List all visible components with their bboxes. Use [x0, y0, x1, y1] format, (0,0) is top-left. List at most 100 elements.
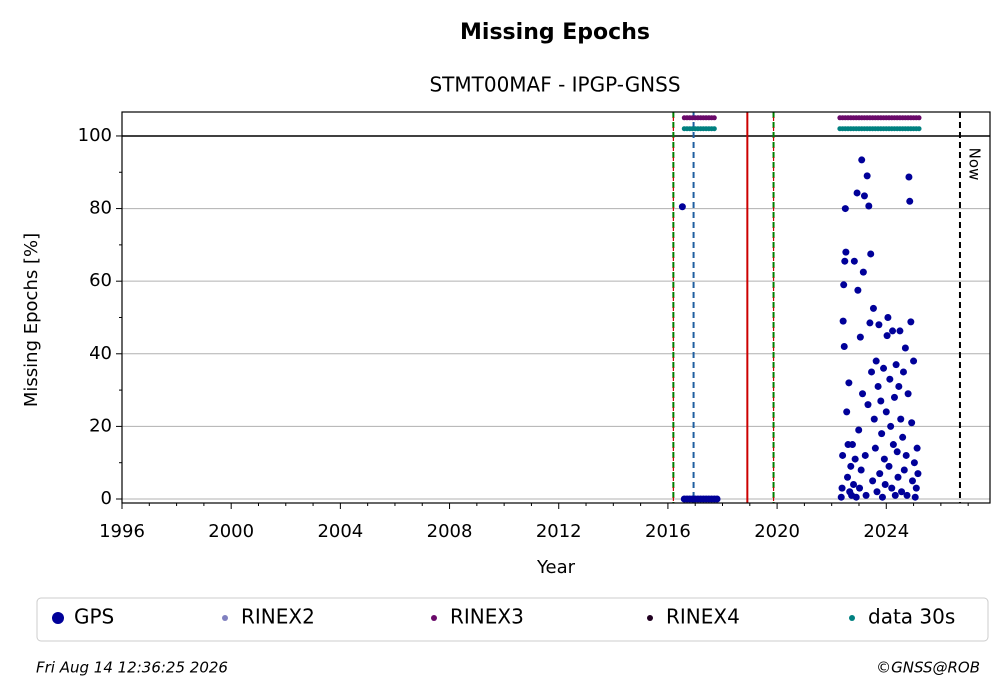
data-point	[894, 473, 902, 481]
x-tick-label: 2016	[645, 521, 691, 542]
data-point	[907, 318, 915, 326]
data-point	[895, 382, 903, 390]
y-tick-label: 80	[89, 198, 112, 219]
vline-label: Now	[965, 148, 983, 181]
data-point	[880, 364, 888, 372]
legend-label: GPS	[74, 605, 114, 629]
data-point	[889, 441, 897, 449]
legend-label: RINEX2	[241, 605, 315, 629]
data-point	[903, 491, 911, 499]
legend-label: RINEX4	[666, 605, 740, 629]
data-point	[912, 484, 920, 492]
data-point	[863, 172, 871, 180]
data-point	[877, 397, 885, 405]
data-point	[883, 332, 891, 340]
data-point	[841, 257, 849, 265]
data-point	[839, 451, 847, 459]
data-point	[896, 327, 904, 335]
data-point	[876, 470, 884, 478]
data-point	[910, 357, 918, 365]
data-point	[869, 477, 877, 485]
data-point	[840, 281, 848, 289]
data-point	[711, 115, 717, 121]
data-point	[887, 422, 895, 430]
data-point	[865, 202, 873, 210]
data-point	[852, 493, 860, 501]
data-point	[878, 493, 886, 501]
x-tick-label: 2024	[863, 521, 909, 542]
data-point	[867, 250, 875, 258]
data-point	[891, 491, 899, 499]
data-point	[899, 433, 907, 441]
data-point	[906, 197, 914, 205]
data-point	[870, 415, 878, 423]
data-point	[855, 426, 863, 434]
chart-title: Missing Epochs	[460, 20, 650, 45]
data-point	[884, 313, 892, 321]
data-point	[913, 444, 921, 452]
data-point	[850, 257, 858, 265]
data-point	[868, 368, 876, 376]
data-point	[842, 248, 850, 256]
data-point	[843, 408, 851, 416]
data-point	[839, 317, 847, 325]
data-point	[908, 419, 916, 427]
legend-marker	[222, 615, 228, 621]
y-tick-label: 20	[89, 415, 112, 436]
legend-label: data 30s	[868, 605, 955, 629]
x-tick-label: 2012	[536, 521, 582, 542]
data-point	[851, 455, 859, 463]
data-point	[837, 493, 845, 501]
data-point	[856, 333, 864, 341]
data-point	[858, 156, 866, 164]
data-point	[859, 390, 867, 398]
data-point	[861, 451, 869, 459]
data-point	[902, 451, 910, 459]
data-point	[678, 203, 686, 211]
y-axis-label: Missing Epochs [%]	[21, 233, 42, 407]
data-point	[840, 343, 848, 351]
data-point	[850, 480, 858, 488]
data-point	[900, 466, 908, 474]
x-tick-label: 2008	[427, 521, 473, 542]
data-point	[713, 495, 721, 503]
data-point	[880, 455, 888, 463]
data-point	[893, 448, 901, 456]
data-point	[866, 319, 874, 327]
x-axis-label: Year	[536, 557, 576, 578]
data-point	[857, 466, 865, 474]
data-point	[848, 441, 856, 449]
legend-marker	[849, 615, 855, 621]
data-point	[882, 408, 890, 416]
chart-subtitle: STMT00MAF - IPGP-GNSS	[429, 73, 680, 97]
data-point	[905, 173, 913, 181]
data-point	[899, 368, 907, 376]
data-point	[890, 393, 898, 401]
legend-marker	[647, 615, 653, 621]
data-point	[916, 126, 922, 132]
data-point	[711, 126, 717, 132]
data-point	[910, 459, 918, 467]
data-point	[869, 304, 877, 312]
data-point	[878, 430, 886, 438]
data-point	[862, 491, 870, 499]
data-point	[914, 470, 922, 478]
legend-label: RINEX3	[450, 605, 524, 629]
footer-date: Fri Aug 14 12:36:25 2026	[36, 659, 228, 677]
data-point	[847, 462, 855, 470]
data-point	[901, 344, 909, 352]
data-point	[860, 192, 868, 200]
data-point	[873, 488, 881, 496]
footer-credit: ©GNSS@ROB	[876, 659, 980, 677]
plot-frame	[121, 111, 991, 504]
data-point	[885, 462, 893, 470]
data-point	[897, 415, 905, 423]
data-point	[889, 327, 897, 335]
y-tick-label: 0	[101, 488, 112, 509]
x-tick-label: 2004	[317, 521, 363, 542]
data-point	[904, 390, 912, 398]
data-point	[853, 189, 861, 197]
data-point	[864, 401, 872, 409]
